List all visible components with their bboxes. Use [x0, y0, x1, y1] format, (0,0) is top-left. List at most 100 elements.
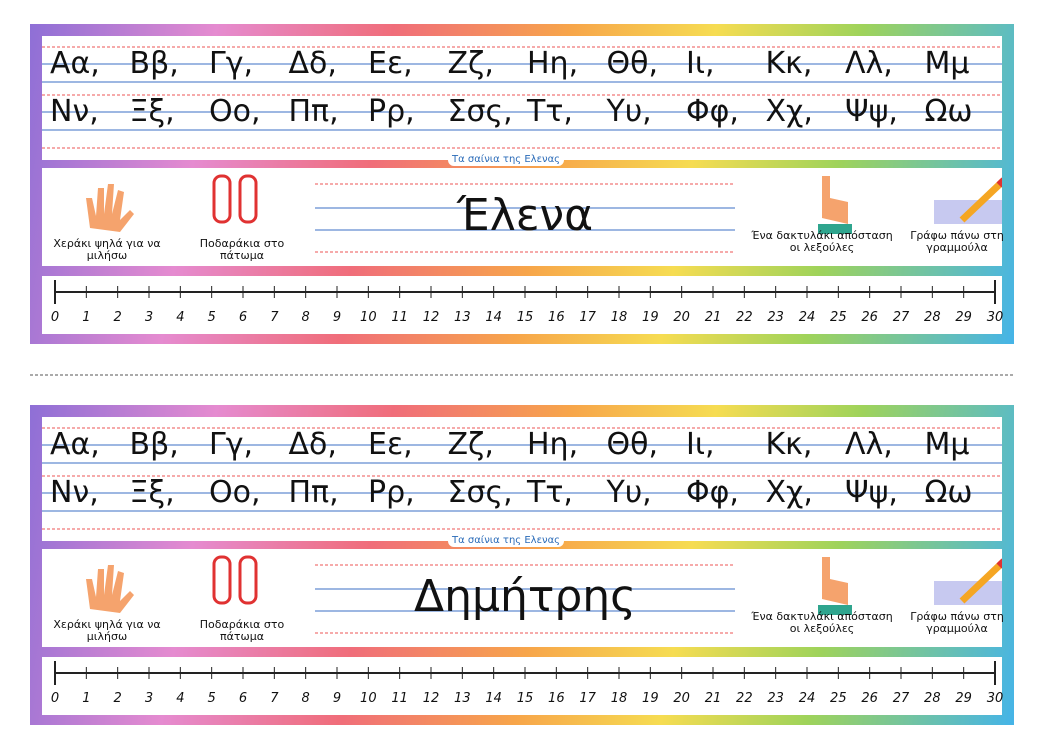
number-label: 10 — [360, 310, 377, 325]
letter-pair: Ξξ, — [129, 475, 175, 510]
reminder-label: Χεράκι ψηλά για να μιλήσω — [53, 237, 161, 262]
letter-pair: Μμ — [924, 427, 970, 462]
number-label: 3 — [144, 310, 154, 325]
letter-pair: Νν, — [50, 475, 99, 510]
letter-pair: Ππ, — [288, 94, 339, 129]
reminder-label: Γράφω πάνω στη γραμμούλα — [910, 610, 1004, 635]
letter-pair: Ξξ, — [129, 94, 175, 129]
cuff-icon — [818, 224, 852, 234]
number-label: 30 — [986, 691, 1004, 706]
letter-pair: Ωω — [924, 475, 973, 510]
number-label: 30 — [986, 310, 1004, 325]
number-label: 18 — [610, 310, 628, 325]
letter-pair: Νν, — [50, 94, 99, 129]
letter-pair: Οο, — [209, 94, 261, 129]
number-label: 10 — [360, 691, 377, 706]
icons-and-lines — [86, 555, 1002, 634]
letter-pair: Χχ, — [765, 94, 813, 129]
number-label: 16 — [548, 691, 565, 706]
letter-pair: Ββ, — [129, 427, 179, 462]
number-label: 25 — [830, 310, 847, 325]
letter-pair: Θθ, — [606, 46, 659, 81]
number-label: 17 — [579, 310, 596, 325]
number-label: 1 — [82, 691, 91, 706]
letter-pair: Ηη, — [527, 46, 579, 81]
pencil-icon — [959, 560, 1002, 604]
number-label: 19 — [642, 691, 659, 706]
letter-pair: Ηη, — [527, 427, 579, 462]
brand-label: Τα σαίνια της Ελενας — [448, 534, 565, 547]
number-label: 6 — [238, 691, 248, 706]
letter-pair: Δδ, — [288, 427, 337, 462]
letter-pair: Υυ, — [606, 94, 652, 129]
number-label: 24 — [798, 691, 816, 706]
reminder-label: Χεράκι ψηλά για να μιλήσω — [53, 618, 161, 643]
letter-pair: Σσς, — [447, 94, 513, 129]
number-label: 3 — [144, 691, 154, 706]
number-label: 1 — [82, 310, 91, 325]
number-label: 4 — [176, 691, 185, 706]
letter-pair: Ιι, — [686, 427, 715, 462]
number-label: 24 — [798, 310, 816, 325]
cuff-icon — [818, 605, 852, 615]
reminder-label: Ένα δακτυλάκι απόσταση οι λεξούλες — [751, 610, 893, 635]
finger-icon — [822, 557, 848, 605]
letter-pair: Ιι, — [686, 46, 715, 81]
letter-pair: Ψψ, — [845, 475, 898, 510]
letter-pair: Κκ, — [765, 46, 813, 81]
letter-pair: Ππ, — [288, 475, 339, 510]
pencil-icon — [959, 179, 1002, 223]
alphabet-panel: Αα, Ββ, Γγ, Δδ, Εε, Ζζ, Ηη, Θθ, Ιι, Κκ, Λλ, Μμ Νν, Ξξ… — [42, 417, 1002, 541]
number-label: 28 — [924, 691, 941, 706]
letter-pair: Αα, — [50, 427, 100, 462]
number-label: 22 — [736, 691, 753, 706]
letter-pair: Ρρ, — [368, 94, 415, 129]
name: Δημήτρης — [414, 571, 636, 622]
finger-icon — [822, 176, 848, 224]
letter-pair: Ββ, — [129, 46, 179, 81]
letter-pair: Κκ, — [765, 427, 813, 462]
shoe-icon — [238, 555, 258, 605]
letter-pair: Θθ, — [606, 427, 659, 462]
number-label: 23 — [767, 310, 784, 325]
letter-pair: Υυ, — [606, 475, 652, 510]
hand-icon — [86, 565, 134, 613]
writing-lines — [42, 46, 1002, 149]
letter-pair: Φφ, — [686, 94, 739, 129]
number-label: 11 — [391, 691, 408, 706]
number-line — [54, 661, 996, 685]
number-label: 26 — [861, 691, 878, 706]
number-label: 0 — [50, 691, 60, 706]
letter-pair: Εε, — [368, 46, 413, 81]
number-label: 29 — [955, 691, 972, 706]
letter-pair: Φφ, — [686, 475, 739, 510]
writing-lines — [42, 427, 1002, 530]
number-label: 21 — [704, 310, 722, 325]
number-label: 12 — [422, 691, 440, 706]
icons-and-lines — [86, 174, 1002, 253]
letter-pair: Δδ, — [288, 46, 337, 81]
letter-pair: Ττ, — [527, 475, 573, 510]
name-strip: Αα, Ββ, Γγ, Δδ, Εε, Ζζ, Ηη, Θθ, Ιι, Κκ, Λλ, Μμ Νν, Ξξ… — [30, 405, 1014, 725]
letter-pair: Ψψ, — [845, 94, 898, 129]
number-label: 19 — [642, 310, 659, 325]
number-label: 20 — [673, 310, 690, 325]
number-label: 28 — [924, 310, 941, 325]
number-label: 27 — [892, 310, 910, 325]
middle-panel: Δημήτρης Χεράκι ψηλά για να μιλήσω Ποδαράκ… — [42, 549, 1004, 647]
number-label: 17 — [579, 691, 596, 706]
number-label: 4 — [176, 310, 185, 325]
letter-pair: Μμ — [924, 46, 970, 81]
number-label: 18 — [610, 691, 628, 706]
name: Έλενα — [456, 190, 594, 241]
number-label: 14 — [485, 691, 502, 706]
number-line-panel: 0 1 2 3 4 5 6 7 8 9 10 11 12 13 14 15 16 17 18 19 20 21 22 23 24… — [42, 657, 1003, 715]
number-label: 5 — [207, 691, 216, 706]
letter-pair: Εε, — [368, 427, 413, 462]
number-label: 15 — [516, 310, 534, 325]
number-line — [54, 280, 996, 304]
shoe-icon — [212, 174, 232, 224]
pencil-tip — [996, 177, 1002, 188]
